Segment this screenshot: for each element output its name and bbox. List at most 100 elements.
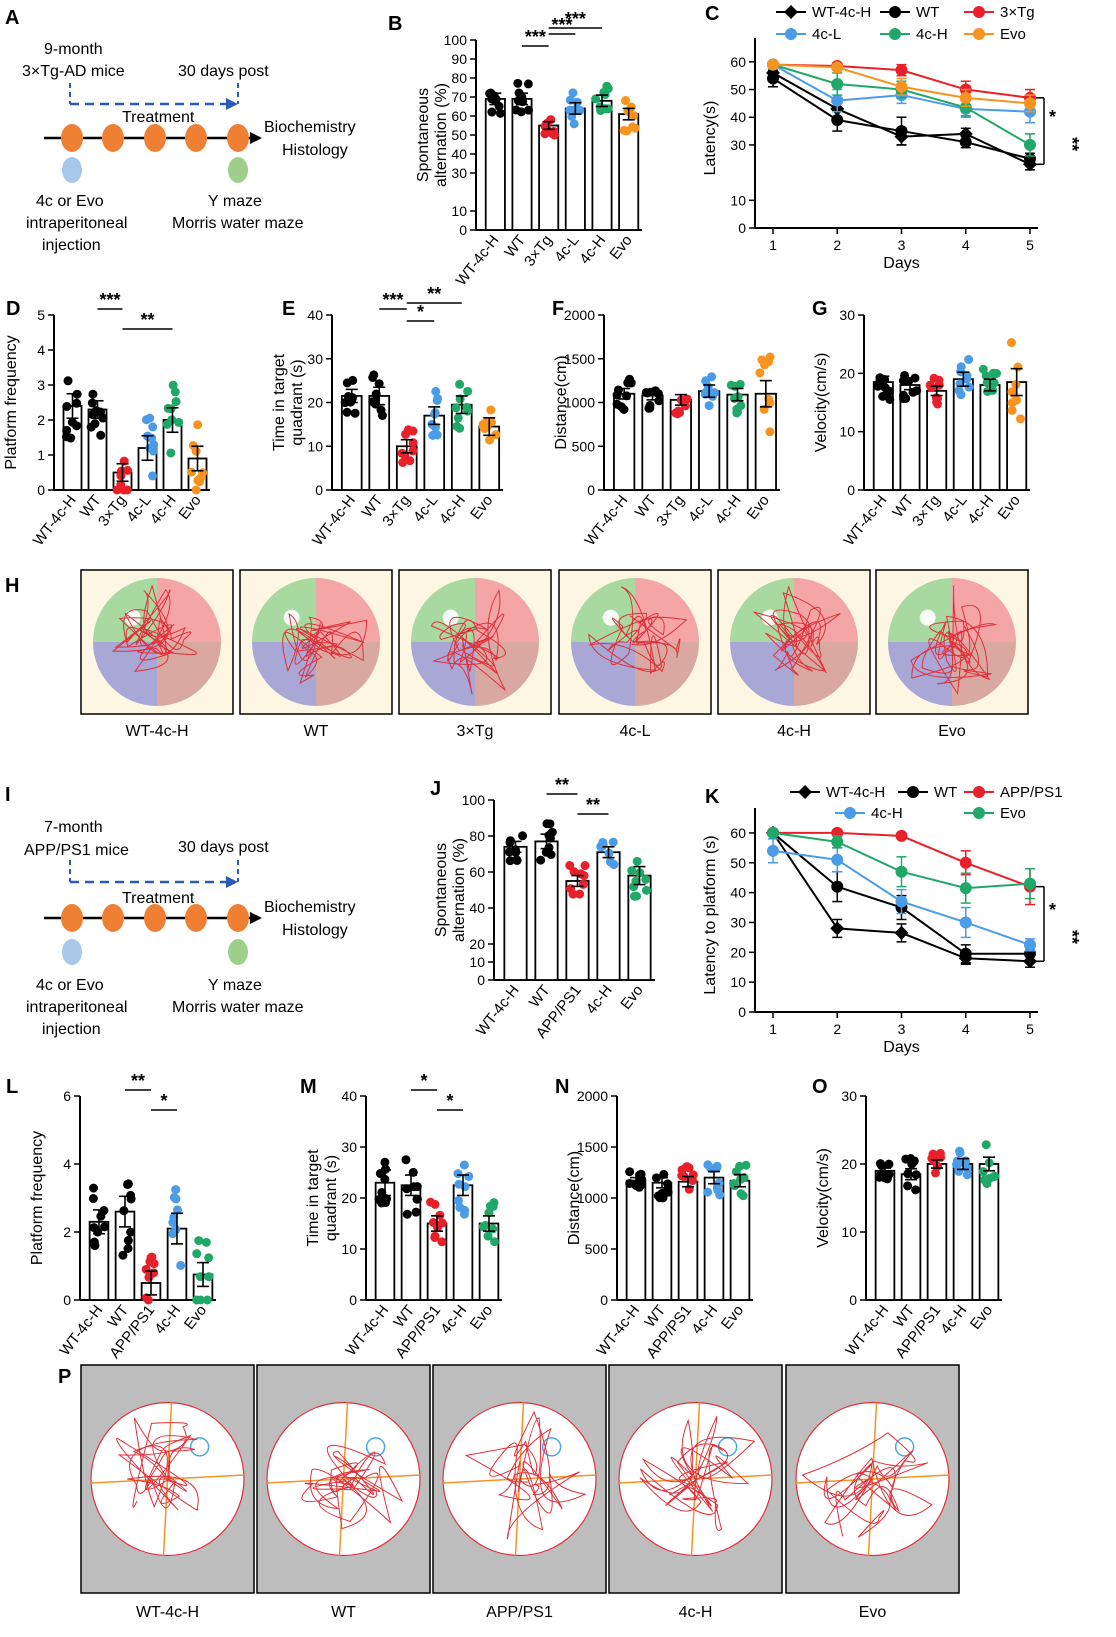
data-point	[485, 435, 495, 445]
track-label: APP/PS1	[486, 1604, 553, 1621]
y-tick-label: 20	[307, 395, 323, 411]
x-tick-label: WT-4c-H	[581, 492, 631, 549]
data-point	[431, 386, 441, 396]
track-image: 4c-H	[608, 1364, 783, 1621]
data-point	[767, 844, 779, 857]
x-tick-label: WT-4c-H	[56, 1302, 106, 1359]
data-point	[377, 1198, 387, 1208]
schematic-i-post: 30 days post	[178, 839, 269, 856]
panel-label-c: C	[705, 3, 719, 25]
y-tick-label: 1000	[564, 395, 595, 411]
data-point	[981, 1140, 991, 1150]
data-point	[613, 385, 623, 395]
data-point	[608, 837, 618, 847]
data-point	[375, 1169, 385, 1179]
data-point	[895, 64, 908, 77]
legend-label: WT	[916, 4, 939, 21]
data-point	[169, 1212, 179, 1222]
panel-label-f: F	[552, 298, 564, 320]
y-tick-label: 0	[477, 972, 485, 988]
y-tick-label: 20	[839, 365, 855, 381]
significance-label: *	[160, 1091, 167, 1111]
x-tick-label: 3×Tg	[379, 492, 414, 530]
data-point	[1012, 395, 1022, 405]
data-point	[119, 485, 129, 495]
y-axis-label: Distance(cm)	[566, 1151, 583, 1245]
data-point	[194, 1236, 204, 1246]
x-tick-label: WT-4c-H	[342, 1302, 392, 1359]
significance-label: **	[140, 310, 154, 330]
legend-label: 4c-H	[871, 805, 903, 822]
y-tick-label: 20	[469, 936, 485, 952]
bar	[511, 98, 533, 231]
y-tick-label: 40	[341, 1088, 357, 1104]
y-tick-label: 40	[307, 307, 323, 323]
data-point	[90, 1241, 100, 1251]
data-point	[990, 1171, 1000, 1181]
x-tick-label: Evo	[995, 492, 1024, 523]
data-point	[663, 1179, 673, 1189]
data-point	[491, 430, 501, 440]
panel-label-h: H	[5, 575, 19, 597]
quadrant	[888, 578, 952, 642]
y-axis-label: Velocity(cm/s)	[815, 1148, 832, 1248]
data-point	[831, 114, 844, 126]
data-point	[629, 891, 639, 901]
x-tick-label: WT-4c-H	[841, 492, 891, 549]
y-tick-label: 50	[730, 855, 746, 871]
data-point	[100, 1222, 110, 1232]
x-tick-label: 4c-L	[551, 232, 582, 265]
data-point	[148, 471, 158, 481]
data-point	[989, 378, 999, 388]
y-tick-label: 10	[341, 1241, 357, 1257]
data-point	[765, 398, 775, 408]
data-point	[66, 433, 76, 443]
data-point	[202, 1295, 212, 1305]
data-point	[186, 467, 196, 477]
y-tick-label: 20	[730, 944, 746, 960]
y-tick-label: 40	[730, 109, 746, 125]
timepoint-dot	[144, 124, 166, 152]
x-axis-label: Days	[883, 1039, 919, 1056]
bar	[677, 1180, 699, 1301]
data-point	[684, 1163, 694, 1173]
y-axis-label: Distance(cm)	[553, 355, 570, 449]
track-image: 3×Tg	[398, 569, 552, 740]
data-point	[201, 1237, 211, 1247]
data-point	[580, 861, 590, 871]
x-tick-label: 4c-L	[939, 492, 970, 525]
y-axis-label: Platform frequency	[29, 1131, 46, 1265]
platform	[602, 609, 619, 626]
legend-marker	[973, 28, 985, 40]
data-point	[642, 388, 652, 398]
data-point	[126, 1227, 136, 1237]
data-point	[884, 386, 894, 396]
chart-g: G0102030Velocity(cm/s)WT-4c-HWT3×Tg4c-L4…	[812, 298, 1030, 549]
data-point	[625, 1167, 635, 1177]
data-point	[895, 865, 908, 878]
data-point	[596, 842, 606, 852]
bar	[503, 845, 528, 981]
y-tick-label: 70	[451, 89, 467, 105]
y-axis-label: Time in target	[305, 1149, 322, 1247]
panel-label-l: L	[6, 1076, 18, 1098]
significance-label: *	[1049, 107, 1056, 127]
schematic-i-treatment: Treatment	[122, 890, 195, 907]
test-marker	[228, 939, 248, 965]
quadrant	[571, 578, 635, 642]
data-point	[459, 1160, 469, 1170]
platform	[283, 609, 300, 626]
data-point	[63, 376, 73, 386]
data-point	[464, 1171, 474, 1181]
data-point	[495, 108, 505, 118]
data-point	[675, 407, 685, 417]
timepoint-dot	[61, 124, 83, 152]
y-tick-label: 4	[37, 342, 45, 358]
significance-label: **	[131, 1071, 145, 1091]
schematic-i-test1: Y maze	[208, 977, 262, 994]
timepoint-dot	[102, 124, 124, 152]
y-tick-label: 60	[451, 108, 467, 124]
data-point	[171, 1194, 181, 1204]
y-tick-label: 30	[839, 307, 855, 323]
